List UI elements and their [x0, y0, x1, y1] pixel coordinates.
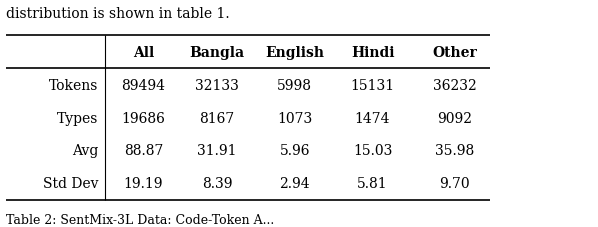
Text: 1073: 1073 [277, 111, 312, 125]
Text: 5.81: 5.81 [357, 176, 388, 190]
Text: 1474: 1474 [355, 111, 390, 125]
Text: 5.96: 5.96 [279, 144, 310, 158]
Text: 15.03: 15.03 [353, 144, 392, 158]
Text: 15131: 15131 [350, 78, 395, 92]
Text: distribution is shown in table 1.: distribution is shown in table 1. [6, 7, 230, 21]
Text: All: All [133, 46, 154, 60]
Text: 36232: 36232 [432, 78, 477, 92]
Text: 32133: 32133 [195, 78, 239, 92]
Text: Bangla: Bangla [190, 46, 245, 60]
Text: 35.98: 35.98 [435, 144, 474, 158]
Text: 89494: 89494 [121, 78, 166, 92]
Text: English: English [266, 46, 324, 60]
Text: 2.94: 2.94 [279, 176, 310, 190]
Text: 88.87: 88.87 [124, 144, 163, 158]
Text: 19686: 19686 [121, 111, 166, 125]
Text: Avg: Avg [72, 144, 99, 158]
Text: 9092: 9092 [437, 111, 472, 125]
Text: Types: Types [57, 111, 99, 125]
Text: 19.19: 19.19 [124, 176, 163, 190]
Text: 8.39: 8.39 [202, 176, 233, 190]
Text: 5998: 5998 [277, 78, 312, 92]
Text: Tokens: Tokens [49, 78, 99, 92]
Text: 9.70: 9.70 [439, 176, 470, 190]
Text: 31.91: 31.91 [197, 144, 237, 158]
Text: Std Dev: Std Dev [43, 176, 99, 190]
Text: Hindi: Hindi [351, 46, 394, 60]
Text: Table 2: SentMix-3L Data: Code-Token A...: Table 2: SentMix-3L Data: Code-Token A..… [6, 213, 274, 226]
Text: Other: Other [432, 46, 477, 60]
Text: 8167: 8167 [200, 111, 234, 125]
